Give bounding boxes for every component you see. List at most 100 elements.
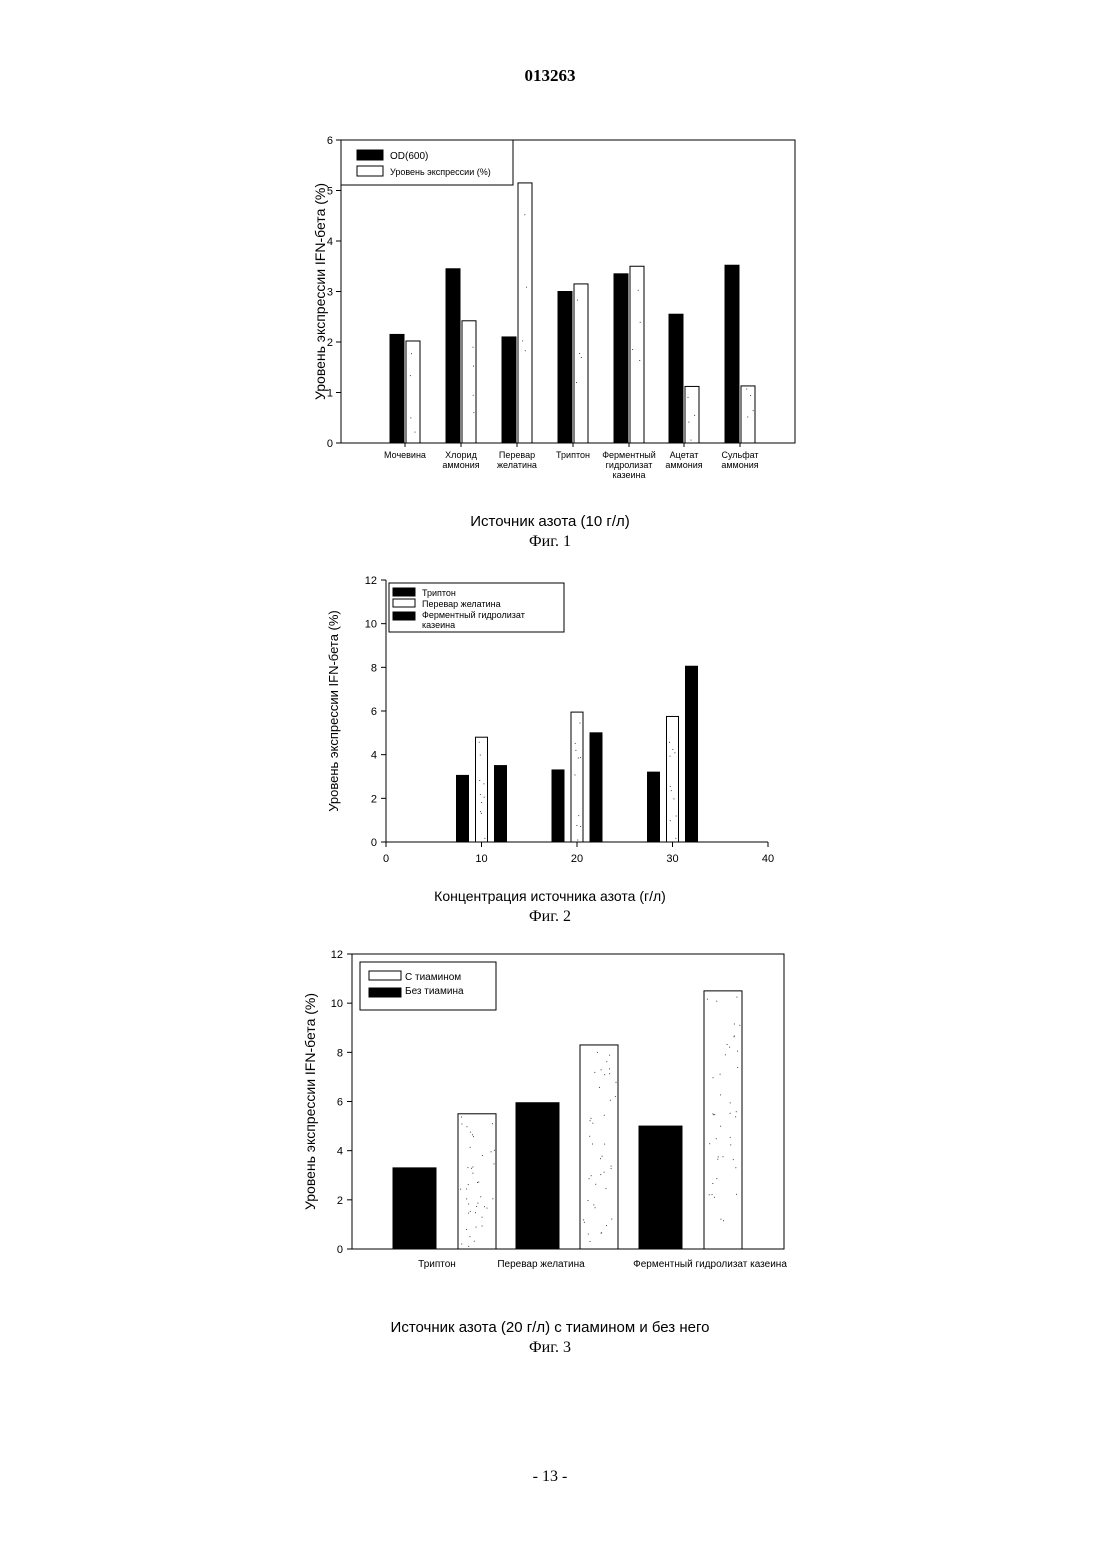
bar-speckle (461, 1117, 462, 1118)
bar-speckle (730, 1137, 731, 1138)
bar-speckle (591, 1175, 592, 1176)
bar-speckle (730, 1113, 731, 1114)
y-tick-label: 12 (331, 949, 343, 961)
bar-speckle (713, 1114, 714, 1115)
bar-speckle (472, 1167, 473, 1168)
bar-speckle (594, 1072, 595, 1073)
bar-with-thiamine (704, 991, 742, 1249)
bar-with-thiamine (580, 1045, 618, 1249)
bar-speckle (474, 1241, 475, 1242)
bar-speckle (482, 1217, 483, 1218)
legend-swatch-without-thiamine (369, 988, 401, 997)
bar-speckle (604, 1074, 605, 1075)
bar-speckle (588, 1200, 589, 1201)
bar-speckle (484, 1206, 485, 1207)
bar-speckle (477, 1203, 478, 1204)
bar-speckle (472, 1134, 473, 1135)
bar-speckle (469, 1236, 470, 1237)
bar-speckle (466, 1198, 467, 1199)
bar-speckle (729, 1047, 730, 1048)
bar-speckle (736, 1194, 737, 1195)
bar-speckle (736, 997, 737, 998)
bar-speckle (733, 1159, 734, 1160)
bar-speckle (494, 1150, 495, 1151)
bar-speckle (609, 1055, 610, 1056)
bar-speckle (609, 1073, 610, 1074)
bar-speckle (734, 1024, 735, 1025)
bar-speckle (611, 1168, 612, 1169)
bar-speckle (714, 1114, 715, 1115)
legend-label-without-thiamine: Без тиамина (405, 986, 464, 997)
legend-label-with-thiamine: С тиамином (405, 972, 461, 983)
bar-speckle (482, 1226, 483, 1227)
bar-speckle (589, 1136, 590, 1137)
bar-speckle (734, 1036, 735, 1037)
y-axis-label: Уровень экспрессии IFN-бета (%) (302, 993, 318, 1210)
bar-speckle (730, 1144, 731, 1145)
figure-3-caption: Фиг. 3 (0, 1339, 1100, 1357)
bar-speckle (588, 1234, 589, 1235)
bar-speckle (720, 1219, 721, 1220)
bar-speckle (602, 1156, 603, 1157)
bar-speckle (709, 1194, 710, 1195)
bar-speckle (584, 1222, 585, 1223)
bar-speckle (595, 1207, 596, 1208)
bar-speckle (492, 1123, 493, 1124)
bar-speckle (494, 1163, 495, 1164)
bar-speckle (604, 1115, 605, 1116)
bar-speckle (470, 1211, 471, 1212)
bar-speckle (709, 1143, 710, 1144)
y-tick-label: 8 (337, 1047, 343, 1059)
bar-speckle (597, 1052, 598, 1053)
bar-speckle (735, 1116, 736, 1117)
bar-speckle (718, 1156, 719, 1157)
bar-speckle (737, 1051, 738, 1052)
y-tick-label: 10 (331, 998, 343, 1010)
bar-speckle (460, 1189, 461, 1190)
bar-speckle (471, 1168, 472, 1169)
bar-speckle (606, 1061, 607, 1062)
x-category-label: Перевар желатина (497, 1259, 585, 1270)
bar-speckle (470, 1147, 471, 1148)
bar-speckle (475, 1212, 476, 1213)
bar-speckle (589, 1178, 590, 1179)
bar-speckle (601, 1233, 602, 1234)
bar-speckle (491, 1151, 492, 1152)
bar-speckle (590, 1241, 591, 1242)
bar-speckle (467, 1126, 468, 1127)
bar-speckle (482, 1155, 483, 1156)
bar-speckle (601, 1069, 602, 1070)
bar-speckle (717, 1159, 718, 1160)
bar-speckle (712, 1194, 713, 1195)
bar-speckle (739, 1025, 740, 1026)
bar-speckle (492, 1198, 493, 1199)
bar-speckle (466, 1189, 467, 1190)
y-tick-label: 0 (337, 1244, 343, 1256)
bar-speckle (604, 1172, 605, 1173)
bar-speckle (476, 1206, 477, 1207)
bar-speckle (610, 1100, 611, 1101)
bar-speckle (716, 1138, 717, 1139)
bar-speckle (461, 1124, 462, 1125)
bar-speckle (723, 1156, 724, 1157)
figure-3-xlabel: Источник азота (20 г/л) с тиамином и без… (0, 1319, 1100, 1336)
bar-without-thiamine (639, 1126, 682, 1249)
bar-speckle (470, 1132, 471, 1133)
bar-speckle (716, 1001, 717, 1002)
bar-speckle (480, 1196, 481, 1197)
y-tick-label: 2 (337, 1195, 343, 1207)
bar-without-thiamine (393, 1168, 436, 1249)
bar-speckle (735, 1167, 736, 1168)
bar-speckle (468, 1184, 469, 1185)
bar-speckle (468, 1204, 469, 1205)
bar-speckle (725, 1054, 726, 1055)
bar-speckle (720, 1074, 721, 1075)
bar-speckle (476, 1227, 477, 1228)
bar-speckle (723, 1220, 724, 1221)
bar-speckle (727, 1044, 728, 1045)
bar-speckle (477, 1182, 478, 1183)
y-tick-label: 6 (337, 1097, 343, 1109)
bar-speckle (712, 1183, 713, 1184)
bar-speckle (487, 1208, 488, 1209)
bar-speckle (716, 1178, 717, 1179)
